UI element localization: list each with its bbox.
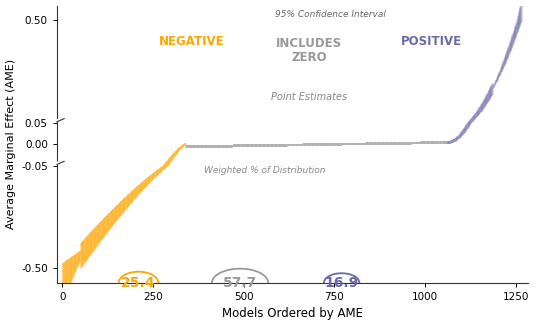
Text: NEGATIVE: NEGATIVE <box>159 35 224 48</box>
Text: 57.7: 57.7 <box>223 276 257 290</box>
Text: Point Estimates: Point Estimates <box>271 92 347 101</box>
Text: 25.4: 25.4 <box>121 276 156 290</box>
Text: 95% Confidence Interval: 95% Confidence Interval <box>275 10 386 19</box>
Text: Weighted % of Distribution: Weighted % of Distribution <box>204 166 325 175</box>
Y-axis label: Average Marginal Effect (AME): Average Marginal Effect (AME) <box>5 59 16 229</box>
Text: POSITIVE: POSITIVE <box>401 35 463 48</box>
Text: INCLUDES
ZERO: INCLUDES ZERO <box>276 37 342 65</box>
X-axis label: Models Ordered by AME: Models Ordered by AME <box>222 307 363 320</box>
Text: 16.9: 16.9 <box>324 276 359 290</box>
